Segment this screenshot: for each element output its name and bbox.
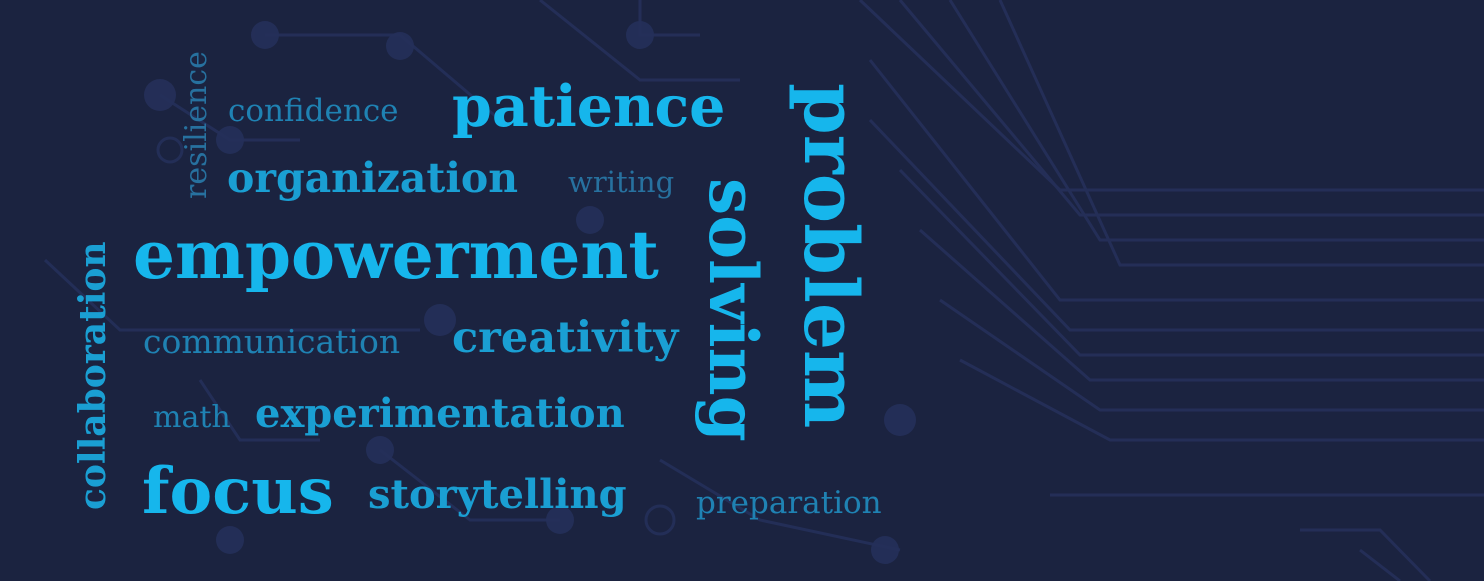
word-math: math	[153, 400, 231, 435]
word-empowerment: empowerment	[133, 216, 659, 294]
word-confidence: confidence	[228, 93, 399, 129]
word-resilience: resilience	[179, 51, 214, 199]
word-experimentation: experimentation	[255, 390, 625, 437]
word-collaboration: collaboration	[72, 241, 114, 510]
word-solving: solving	[694, 178, 772, 442]
word-organization: organization	[227, 154, 519, 202]
word-preparation: preparation	[696, 485, 882, 521]
word-patience: patience	[452, 73, 726, 140]
word-writing: writing	[568, 165, 675, 199]
word-problem: problem	[787, 83, 873, 429]
word-communication: communication	[143, 322, 401, 361]
word-creativity: creativity	[452, 313, 679, 363]
word-focus: focus	[142, 454, 334, 529]
word-storytelling: storytelling	[368, 471, 627, 518]
